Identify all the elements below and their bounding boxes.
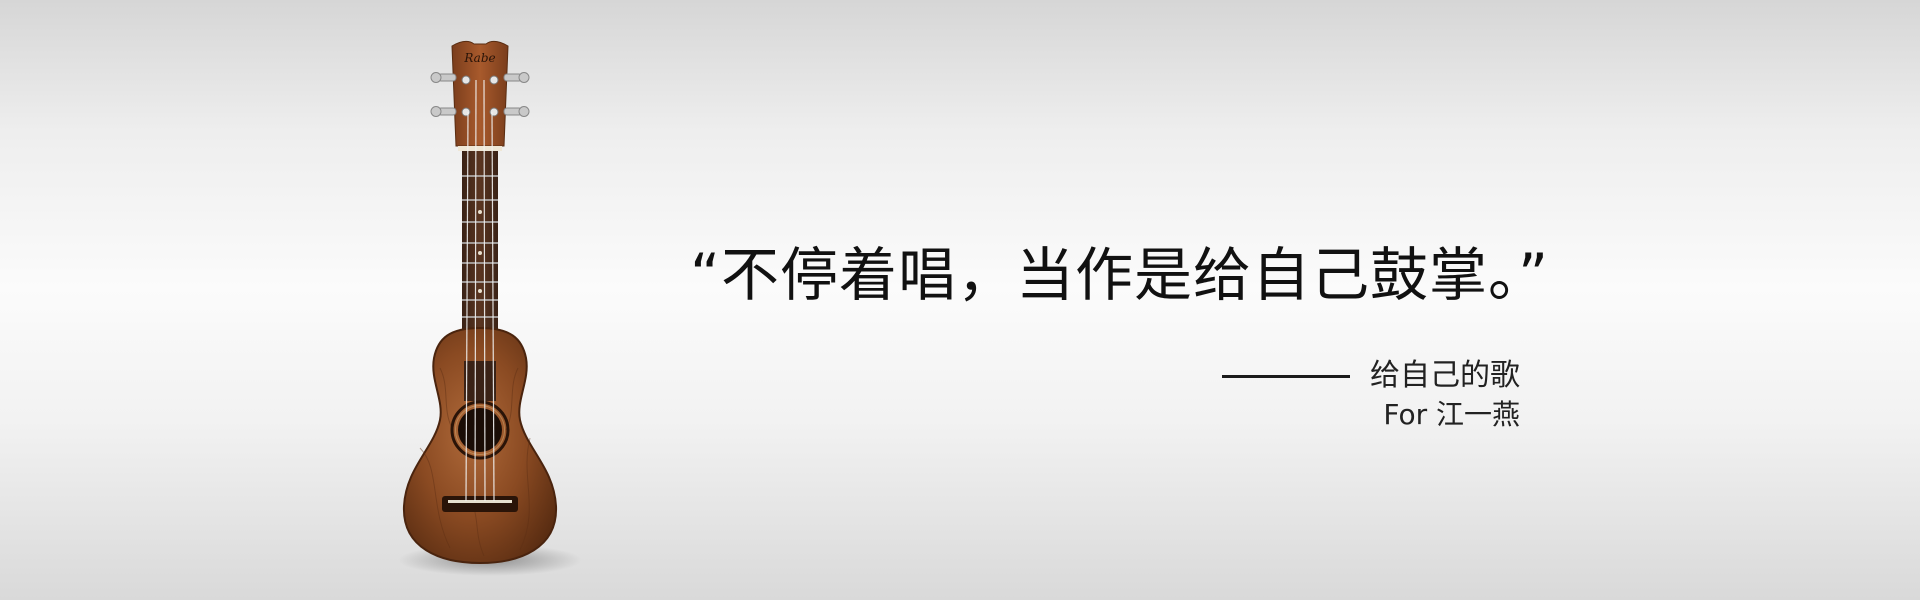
song-title: 给自己的歌 — [1370, 358, 1520, 393]
ukulele-icon: Rabe — [398, 40, 582, 576]
dedication-text: For 江一燕 — [1383, 398, 1520, 431]
svg-text:Rabe: Rabe — [463, 51, 495, 65]
attribution: 给自己的歌 For 江一燕 — [1222, 356, 1520, 434]
quote-text: “不停着唱，当作是给自己鼓掌。” — [690, 241, 1550, 309]
song-credit: 给自己的歌 — [1222, 356, 1520, 396]
dash-divider — [1222, 374, 1350, 378]
